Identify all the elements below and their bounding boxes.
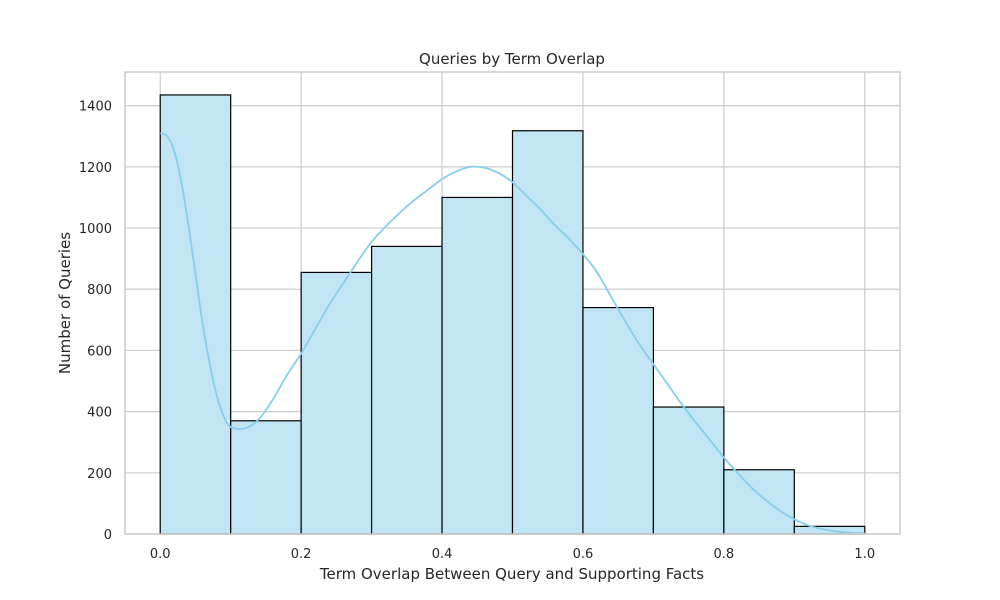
histogram-bars (159, 94, 866, 535)
histogram-bar (230, 420, 302, 535)
x-tick-label: 0.8 (714, 547, 735, 562)
kde-line (159, 132, 865, 535)
x-axis-ticks: 0.0 0.2 0.4 0.6 0.8 1.0 (150, 547, 875, 562)
histogram-bar (370, 245, 443, 535)
histogram-bar (652, 406, 725, 535)
chart-title: Queries by Term Overlap (419, 50, 605, 68)
plot-frame (124, 71, 901, 535)
histogram-bar (441, 196, 514, 535)
y-tick-label: 0 (104, 528, 112, 543)
x-axis-label: Term Overlap Between Query and Supportin… (319, 565, 704, 583)
x-tick-label: 0.2 (291, 547, 312, 562)
y-tick-label: 600 (87, 344, 112, 359)
histogram-bar (723, 469, 795, 535)
y-tick-label: 1400 (79, 100, 112, 115)
histogram-bar (582, 306, 655, 535)
histogram-bar (159, 94, 232, 535)
y-tick-label: 400 (87, 406, 112, 421)
x-tick-label: 0.6 (573, 547, 594, 562)
y-tick-label: 200 (87, 467, 112, 482)
histogram-bar (300, 271, 373, 535)
y-axis-label: Number of Queries (56, 232, 74, 374)
y-tick-label: 1000 (79, 222, 112, 237)
x-tick-label: 0.4 (432, 547, 453, 562)
x-tick-label: 0.0 (150, 547, 171, 562)
x-tick-label: 1.0 (854, 547, 875, 562)
y-axis-ticks: 0 200 400 600 800 1000 1200 1400 (79, 100, 112, 543)
y-tick-label: 1200 (79, 161, 112, 176)
y-tick-label: 800 (87, 283, 112, 298)
histogram-bar (511, 130, 584, 535)
